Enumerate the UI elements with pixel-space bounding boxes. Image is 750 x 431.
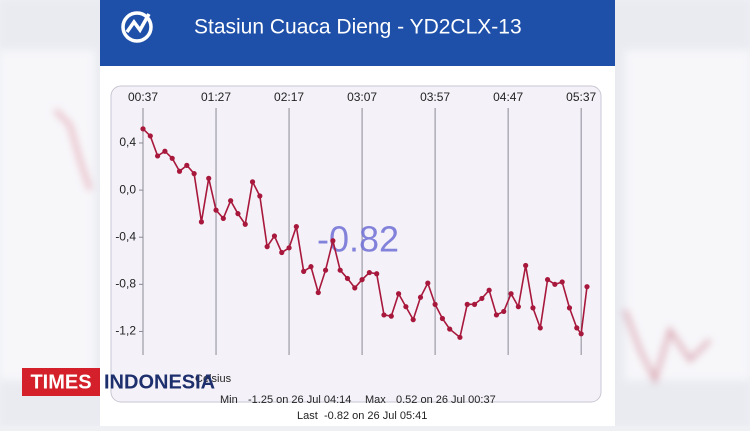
watermark-name: INDONESIA: [104, 371, 215, 393]
data-point: [432, 301, 438, 307]
data-point: [235, 211, 241, 217]
data-point: [264, 244, 270, 250]
data-point: [315, 289, 321, 296]
x-tick-label: 02:17: [274, 90, 304, 104]
data-point: [447, 326, 453, 332]
stat-label: Last: [297, 410, 318, 422]
data-point: [366, 269, 372, 276]
unit-label: Celsius: [195, 373, 232, 385]
data-point: [388, 313, 394, 319]
data-point: [508, 291, 514, 297]
data-point: [425, 280, 431, 286]
data-point: [493, 312, 500, 318]
y-tick-label: -0,8: [115, 276, 136, 290]
x-tick-label: 03:57: [420, 90, 450, 104]
y-tick-label: 0,0: [119, 182, 136, 196]
header-title: Stasiun Cuaca Dieng - YD2CLX-13: [194, 16, 522, 39]
data-point: [213, 207, 219, 213]
data-point: [417, 294, 424, 300]
data-point: [162, 148, 168, 154]
app-icon: [121, 11, 153, 43]
data-point: [523, 262, 529, 269]
data-point: [242, 221, 248, 227]
watermark-brand: TIMES: [30, 371, 91, 393]
data-point: [552, 281, 558, 287]
data-point: [293, 224, 299, 230]
data-point: [286, 245, 292, 251]
data-point: [566, 305, 573, 311]
data-point: [471, 301, 478, 307]
x-tick-label: 01:27: [201, 90, 231, 104]
data-point: [395, 291, 402, 297]
stat-label: Max: [365, 394, 386, 406]
data-point: [344, 275, 351, 282]
data-point: [147, 133, 153, 139]
data-point: [155, 153, 161, 159]
stat-text: -0.82 on 26 Jul 05:41: [324, 410, 427, 422]
data-point: [464, 301, 470, 307]
data-point: [359, 277, 365, 283]
data-point: [544, 277, 551, 283]
x-tick-label: 04:47: [493, 90, 523, 104]
data-point: [352, 285, 358, 291]
x-tick-label: 05:37: [566, 90, 596, 104]
data-point: [279, 249, 285, 256]
data-point: [191, 171, 197, 177]
data-point: [374, 271, 380, 277]
data-point: [584, 284, 590, 290]
x-tick-label: 00:37: [128, 90, 158, 104]
data-point: [530, 305, 536, 311]
data-point: [515, 304, 521, 310]
watermark: TIMES INDONESIA: [22, 368, 215, 396]
data-point: [322, 267, 329, 273]
data-point: [501, 308, 507, 315]
data-point: [403, 304, 409, 310]
data-point: [578, 331, 584, 337]
stat-text: 0.52 on 26 Jul 00:37: [396, 394, 496, 406]
data-point: [169, 155, 175, 161]
data-point: [184, 162, 190, 168]
chart-frame: [110, 85, 602, 403]
data-point: [439, 315, 446, 322]
data-point: [271, 233, 278, 239]
data-point: [574, 325, 580, 331]
data-point: [206, 175, 212, 181]
y-tick-label: 0,4: [119, 135, 136, 149]
data-point: [257, 193, 263, 199]
data-point: [537, 325, 543, 331]
data-point: [228, 198, 234, 204]
data-point: [337, 267, 343, 273]
data-point: [301, 268, 307, 274]
data-point: [176, 168, 183, 174]
x-tick-label: 03:07: [347, 90, 377, 104]
y-tick-label: -1,2: [115, 324, 136, 338]
data-point: [198, 219, 205, 225]
data-point: [140, 126, 146, 132]
data-point: [330, 238, 336, 244]
stat-label: Min: [220, 394, 238, 406]
data-point: [381, 312, 387, 318]
data-point: [559, 279, 565, 285]
data-point: [486, 287, 492, 293]
header-bar: [100, 0, 615, 66]
data-point: [410, 317, 416, 323]
data-point: [220, 215, 226, 221]
data-point: [308, 264, 314, 270]
watermark-box: [22, 368, 100, 396]
y-tick-label: -0,4: [115, 229, 136, 243]
data-point: [479, 295, 485, 302]
data-point: [457, 334, 463, 340]
stat-text: -1.25 on 26 Jul 04:14: [248, 394, 351, 406]
data-point: [249, 179, 256, 185]
